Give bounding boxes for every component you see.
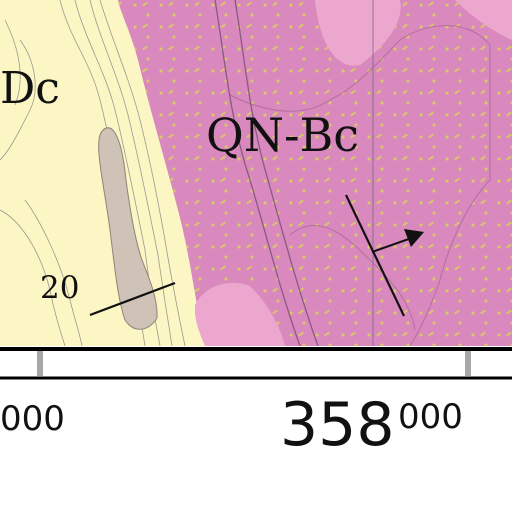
grey-unit-area [98,127,158,330]
bedrock-dot-pattern [118,0,512,346]
map-margin [0,346,512,512]
foliation-arrow-symbol [345,194,424,317]
unit-boundary [229,25,491,347]
grid-label-minor: 000 [398,397,463,437]
grid-tick-right [465,351,471,376]
grid-tick-left [37,351,43,376]
unit-label-main: QN-Bc [206,108,359,162]
dip-value-label: 20 [40,270,79,306]
strike-dip-symbol [89,281,176,317]
grid-label-left-fragment: 000 [0,399,65,439]
grid-label-major: 358 [280,390,395,460]
road-line-a [214,0,301,347]
light-pink-zone-top [315,0,401,66]
light-pink-zone-right [455,0,512,40]
road-line-b [234,0,319,347]
unit-label-left: Dc [0,63,60,114]
unit-boundary-inner [289,225,416,331]
light-pink-zone-bottom [194,282,285,346]
